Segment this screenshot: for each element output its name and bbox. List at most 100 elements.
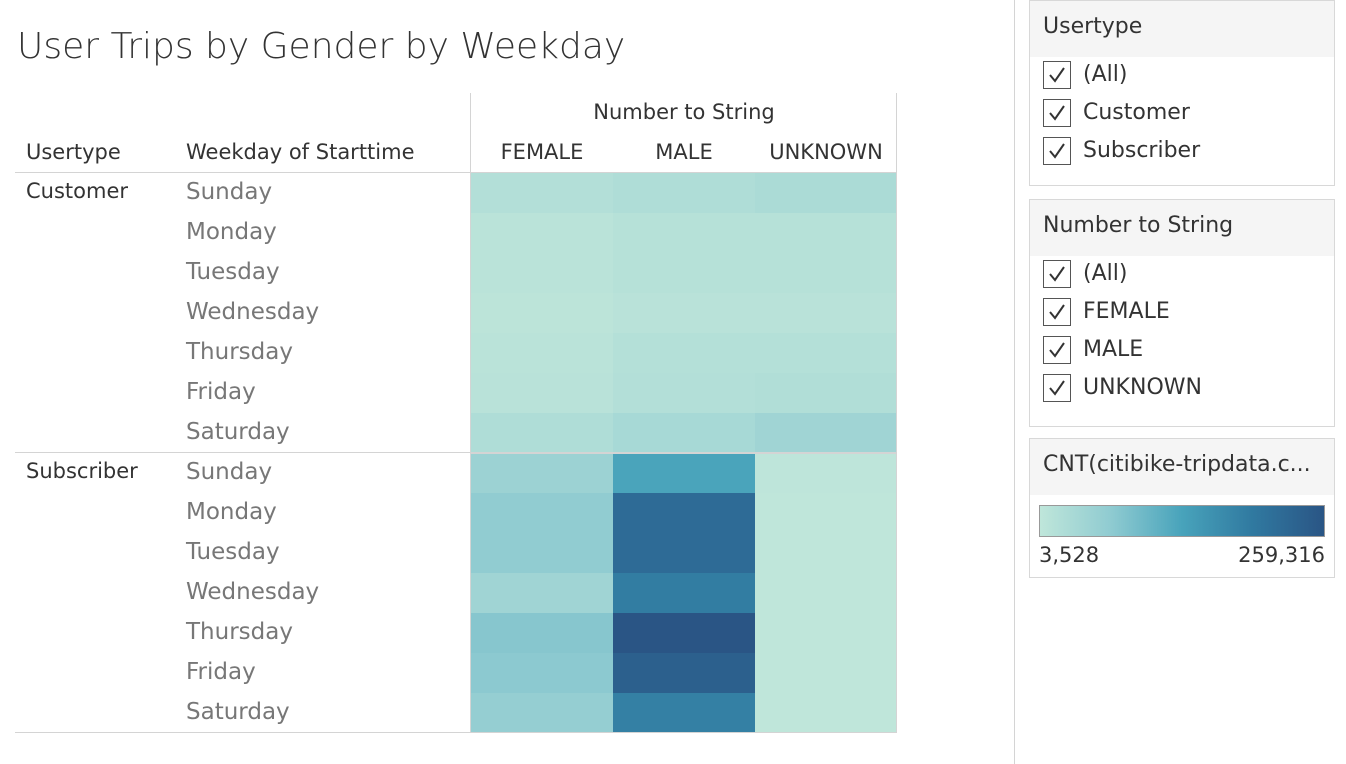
heatmap-cell[interactable]	[471, 493, 613, 533]
weekday-label: Monday	[186, 219, 277, 245]
heatmap-cell[interactable]	[613, 293, 755, 333]
heatmap-cell[interactable]	[471, 693, 613, 733]
heatmap-cell[interactable]	[755, 653, 897, 693]
heatmap-cell[interactable]	[471, 573, 613, 613]
heatmap-cell[interactable]	[613, 693, 755, 733]
weekday-label: Thursday	[186, 339, 293, 365]
heatmap-cell[interactable]	[471, 213, 613, 253]
filter-item-male[interactable]: MALE	[1030, 332, 1334, 370]
heatmap-cell[interactable]	[613, 653, 755, 693]
heatmap-cell[interactable]	[755, 333, 897, 373]
header-divider-right	[896, 93, 897, 173]
filter-item-customer[interactable]: Customer	[1030, 95, 1334, 133]
gender-filter-panel: Number to String (All) FEMALE MALE UNKNO…	[1029, 199, 1335, 427]
heatmap-cell[interactable]	[755, 453, 897, 493]
heatmap-cell[interactable]	[613, 413, 755, 453]
header-bottom-rule	[15, 172, 471, 173]
weekday-label: Tuesday	[186, 539, 280, 565]
heatmap-cell[interactable]	[471, 173, 613, 213]
filter-item-label: MALE	[1083, 337, 1144, 362]
heatmap-cell[interactable]	[613, 373, 755, 413]
heatmap-cell[interactable]	[471, 373, 613, 413]
heatmap-cell[interactable]	[755, 493, 897, 533]
filter-item-subscriber[interactable]: Subscriber	[1030, 133, 1334, 171]
group-label-customer: Customer	[26, 179, 129, 203]
heatmap-cell[interactable]	[471, 613, 613, 653]
weekday-label: Monday	[186, 499, 277, 525]
group-label-subscriber: Subscriber	[26, 459, 138, 483]
heatmap-cell[interactable]	[471, 253, 613, 293]
heatmap-cell[interactable]	[755, 293, 897, 333]
column-group-header: Number to String	[593, 100, 775, 124]
heatmap-cell[interactable]	[613, 213, 755, 253]
heatmap-group-separator	[471, 452, 897, 454]
checkbox-checked-icon[interactable]	[1043, 374, 1071, 402]
weekday-label: Wednesday	[186, 299, 320, 325]
weekday-label: Wednesday	[186, 579, 320, 605]
filter-item-all[interactable]: (All)	[1030, 57, 1334, 95]
filter-item-female[interactable]: FEMALE	[1030, 294, 1334, 332]
heatmap-cell[interactable]	[613, 173, 755, 213]
heatmap-cell[interactable]	[755, 613, 897, 653]
gender-filter-title: Number to String	[1030, 200, 1334, 256]
color-legend-panel: CNT(citibike-tripdata.c... 3,528 259,316	[1029, 438, 1335, 578]
weekday-label: Saturday	[186, 699, 290, 725]
heatmap-grid	[471, 173, 897, 733]
heatmap-cell[interactable]	[613, 613, 755, 653]
heatmap-cell[interactable]	[471, 533, 613, 573]
heatmap-cell[interactable]	[471, 333, 613, 373]
heatmap-cell[interactable]	[471, 453, 613, 493]
heatmap-cell[interactable]	[755, 253, 897, 293]
heatmap-cell[interactable]	[755, 573, 897, 613]
checkbox-checked-icon[interactable]	[1043, 99, 1071, 127]
weekday-header: Weekday of Starttime	[186, 140, 415, 164]
checkbox-checked-icon[interactable]	[1043, 260, 1071, 288]
filter-item-all[interactable]: (All)	[1030, 256, 1334, 294]
heatmap-cell[interactable]	[471, 653, 613, 693]
weekday-label: Saturday	[186, 419, 290, 445]
color-legend-gradient	[1039, 505, 1325, 537]
filter-item-label: FEMALE	[1083, 299, 1170, 324]
weekday-label: Friday	[186, 659, 256, 685]
heatmap-cell[interactable]	[755, 213, 897, 253]
color-legend-min-label: 3,528	[1039, 543, 1100, 567]
filter-item-label: (All)	[1083, 62, 1128, 87]
heatmap-cell[interactable]	[471, 293, 613, 333]
heatmap-cell[interactable]	[613, 493, 755, 533]
usertype-filter-title: Usertype	[1030, 1, 1334, 57]
color-legend-title: CNT(citibike-tripdata.c...	[1030, 439, 1334, 495]
usertype-header: Usertype	[26, 140, 121, 164]
heatmap-cell[interactable]	[613, 253, 755, 293]
heatmap-cell[interactable]	[755, 533, 897, 573]
header-divider-left	[470, 93, 471, 173]
heatmap-cell[interactable]	[755, 693, 897, 733]
heatmap-cell[interactable]	[471, 413, 613, 453]
heatmap-cell[interactable]	[755, 373, 897, 413]
color-legend-max-label: 259,316	[1238, 543, 1325, 567]
heatmap-cell[interactable]	[613, 453, 755, 493]
heatmap-cell[interactable]	[755, 173, 897, 213]
filter-item-label: UNKNOWN	[1083, 375, 1202, 400]
column-header-male: MALE	[655, 140, 713, 164]
heatmap-cell[interactable]	[613, 533, 755, 573]
checkbox-checked-icon[interactable]	[1043, 298, 1071, 326]
table-bottom-rule	[15, 732, 471, 733]
heatmap-cell[interactable]	[613, 333, 755, 373]
filter-item-label: Customer	[1083, 100, 1190, 125]
checkbox-checked-icon[interactable]	[1043, 61, 1071, 89]
heatmap-cell[interactable]	[755, 413, 897, 453]
weekday-label: Tuesday	[186, 259, 280, 285]
checkbox-checked-icon[interactable]	[1043, 336, 1071, 364]
filter-item-label: Subscriber	[1083, 138, 1201, 163]
filter-item-label: (All)	[1083, 261, 1128, 286]
filter-item-unknown[interactable]: UNKNOWN	[1030, 370, 1334, 408]
sidebar-divider	[1014, 0, 1015, 764]
usertype-filter-panel: Usertype (All) Customer Subscriber	[1029, 0, 1335, 186]
weekday-label: Sunday	[186, 459, 273, 485]
weekday-label: Thursday	[186, 619, 293, 645]
checkbox-checked-icon[interactable]	[1043, 137, 1071, 165]
heatmap-cell[interactable]	[613, 573, 755, 613]
column-header-unknown: UNKNOWN	[769, 140, 883, 164]
weekday-label: Friday	[186, 379, 256, 405]
weekday-label: Sunday	[186, 179, 273, 205]
